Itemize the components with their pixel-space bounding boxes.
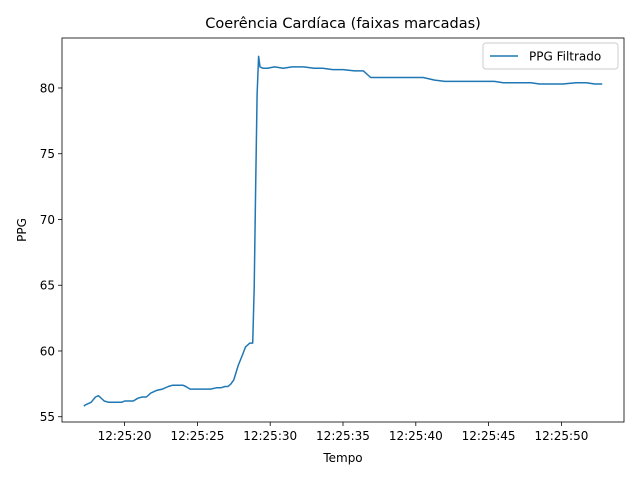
x-tick-label: 12:25:35 [316, 429, 370, 443]
y-tick-label: 55 [40, 410, 55, 424]
plot-content [83, 55, 603, 407]
x-tick-label: 12:25:30 [243, 429, 297, 443]
legend: PPG Filtrado [482, 42, 619, 70]
y-tick-label: 60 [40, 344, 55, 358]
y-axis-label: PPG [15, 218, 29, 242]
legend-box [482, 42, 619, 70]
x-tick-label: 12:25:50 [534, 429, 588, 443]
y-tick-label: 80 [40, 81, 55, 95]
x-tick-label: 12:25:45 [462, 429, 516, 443]
x-tick-label: 12:25:25 [170, 429, 224, 443]
legend-label: PPG Filtrado [529, 50, 601, 64]
x-axis-label: Tempo [322, 451, 362, 465]
x-tick-label: 12:25:40 [389, 429, 443, 443]
y-tick-label: 65 [40, 279, 55, 293]
x-tick-label: 12:25:20 [98, 429, 152, 443]
y-tick-label: 75 [40, 147, 55, 161]
y-tick-label: 70 [40, 213, 55, 227]
y-axis: 55 60 65 70 75 80 [40, 81, 62, 424]
series-line-ppg-filtrado [83, 55, 603, 407]
chart-title: Coerência Cardíaca (faixas marcadas) [205, 16, 481, 32]
x-axis: 12:25:20 12:25:25 12:25:30 12:25:35 12:25:40… [98, 422, 588, 443]
